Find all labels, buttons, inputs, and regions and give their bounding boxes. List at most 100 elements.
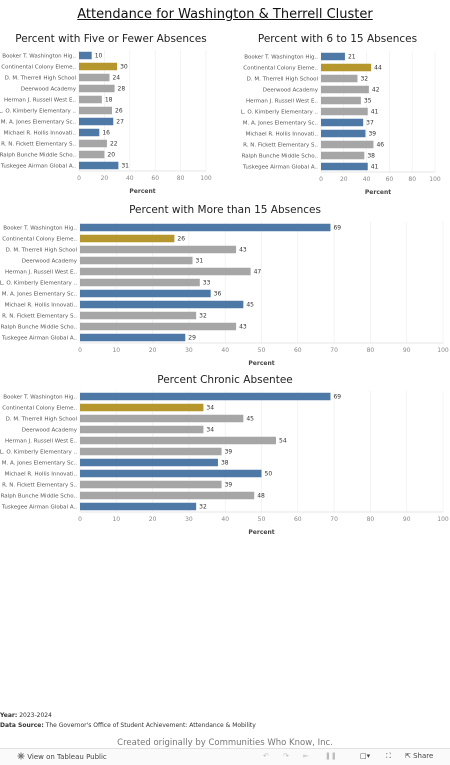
bar-chart-more-than-15: Booker T. Washington Hig.. 69 Continental … xyxy=(0,222,449,367)
data-label: 38 xyxy=(367,153,375,160)
chart-panel-more-than-15: Percent with More than 15 Absences Booke… xyxy=(0,202,450,372)
data-label: 45 xyxy=(246,416,254,423)
bar xyxy=(79,62,118,71)
data-label: 28 xyxy=(118,86,126,93)
category-label: D. M. Therrell High School xyxy=(247,77,319,83)
data-label: 43 xyxy=(239,247,247,254)
bar xyxy=(80,223,331,232)
bar xyxy=(79,150,105,159)
tick-label: 60 xyxy=(386,176,394,183)
tick-label: 0 xyxy=(77,175,81,182)
data-label: 33 xyxy=(203,280,211,287)
view-on-tableau-button[interactable]: View on Tableau Public xyxy=(17,752,107,761)
data-label: 69 xyxy=(333,394,341,401)
tick-label: 10 xyxy=(112,347,120,354)
bar xyxy=(321,118,364,127)
data-label: 54 xyxy=(279,438,287,445)
tick-label: 40 xyxy=(363,176,371,183)
category-label: Michael R. Hollis Innovati.. xyxy=(4,131,77,137)
tick-label: 60 xyxy=(151,175,159,182)
category-label: Michael R. Hollis Innovati.. xyxy=(246,132,319,138)
category-label: Booker T. Washington Hig.. xyxy=(2,54,76,60)
data-label: 18 xyxy=(105,97,113,104)
category-label: Booker T. Washington Hig.. xyxy=(244,55,318,61)
category-label: Continental Colony Eleme.. xyxy=(243,66,318,72)
bar xyxy=(79,128,100,137)
bar xyxy=(321,85,369,94)
bar xyxy=(321,96,361,105)
revert-button[interactable]: ⇤ xyxy=(303,752,309,760)
tick-label: 70 xyxy=(330,516,338,523)
category-label: Tuskegee Airman Global A.. xyxy=(1,505,77,511)
data-label: 45 xyxy=(246,302,254,309)
tick-label: 40 xyxy=(126,175,134,182)
category-label: D. M. Therrell High School xyxy=(6,248,78,254)
pause-button[interactable]: ❚❚ xyxy=(325,752,337,760)
chart-title: Percent with More than 15 Absences xyxy=(129,204,321,216)
undo-icon: ↶ xyxy=(263,752,269,760)
view-on-tableau-label: View on Tableau Public xyxy=(27,753,107,761)
bar xyxy=(80,403,204,412)
undo-button[interactable]: ↶ xyxy=(263,752,269,760)
tick-label: 60 xyxy=(294,347,302,354)
data-label: 39 xyxy=(368,131,376,138)
comment-button[interactable]: □▾ xyxy=(360,752,370,760)
redo-icon: ↷ xyxy=(283,752,289,760)
category-label: D. M. Therrell High School xyxy=(6,417,78,423)
share-button[interactable]: ⇱ Share xyxy=(405,752,433,760)
data-label: 50 xyxy=(265,471,273,478)
x-axis-title: Percent xyxy=(248,529,274,536)
data-label: 38 xyxy=(221,460,229,467)
data-label: 26 xyxy=(115,108,123,115)
data-label: 34 xyxy=(206,427,214,434)
fullscreen-button[interactable]: ⛶ xyxy=(386,752,391,761)
category-label: Tuskegee Airman Global A.. xyxy=(0,164,76,170)
data-label: 31 xyxy=(196,258,204,265)
category-label: L. O. Kimberly Elementary .. xyxy=(0,109,76,115)
bar xyxy=(80,414,244,423)
data-label: 32 xyxy=(199,313,207,320)
category-label: Booker T. Washington Hig.. xyxy=(3,226,77,232)
data-label: 69 xyxy=(333,225,341,232)
data-label: 21 xyxy=(348,54,356,61)
chart-panel-five-or-fewer: Percent with Five or Fewer Absences Book… xyxy=(0,30,222,200)
bar xyxy=(80,458,218,467)
category-label: D. M. Therrell High School xyxy=(5,76,77,82)
category-label: M. A. Jones Elementary Sc.. xyxy=(2,292,78,298)
data-label: 43 xyxy=(239,324,247,331)
data-label: 39 xyxy=(225,449,233,456)
category-label: Continental Colony Eleme.. xyxy=(2,237,77,243)
tick-label: 90 xyxy=(403,347,411,354)
source-value: The Governor's Office of Student Achieve… xyxy=(45,722,256,729)
tick-label: 80 xyxy=(367,516,375,523)
tick-label: 50 xyxy=(258,516,266,523)
category-label: Ralph Bunche Middle Scho.. xyxy=(1,325,78,331)
tick-label: 40 xyxy=(221,347,229,354)
tableau-toolbar: View on Tableau Public ↶ ↷ ⇤ ❚❚ □▾ ⛶ ⇱ S… xyxy=(0,748,450,765)
data-label: 27 xyxy=(116,119,124,126)
share-icon: ⇱ xyxy=(405,752,411,760)
tick-label: 100 xyxy=(437,347,449,354)
redo-button[interactable]: ↷ xyxy=(283,752,289,760)
data-label: 26 xyxy=(177,236,185,243)
tick-label: 70 xyxy=(330,347,338,354)
tick-label: 80 xyxy=(408,176,416,183)
comment-icon: □▾ xyxy=(360,752,371,760)
x-axis-title: Percent xyxy=(248,360,274,367)
bar xyxy=(79,95,102,104)
data-label: 22 xyxy=(110,141,118,148)
data-label: 10 xyxy=(95,53,103,60)
bar xyxy=(79,161,119,170)
data-label: 46 xyxy=(376,142,384,149)
data-label: 44 xyxy=(374,65,382,72)
bar xyxy=(80,333,186,342)
category-label: Deerwood Academy xyxy=(22,259,78,265)
pause-icon: ❚❚ xyxy=(325,752,337,760)
chart-title: Percent with Five or Fewer Absences xyxy=(15,33,207,45)
category-label: M. A. Jones Elementary Sc.. xyxy=(2,461,78,467)
tick-label: 50 xyxy=(258,347,266,354)
tick-label: 100 xyxy=(429,176,441,183)
bar xyxy=(80,491,255,500)
bar xyxy=(79,84,115,93)
category-label: M. A. Jones Elementary Sc.. xyxy=(1,120,77,126)
